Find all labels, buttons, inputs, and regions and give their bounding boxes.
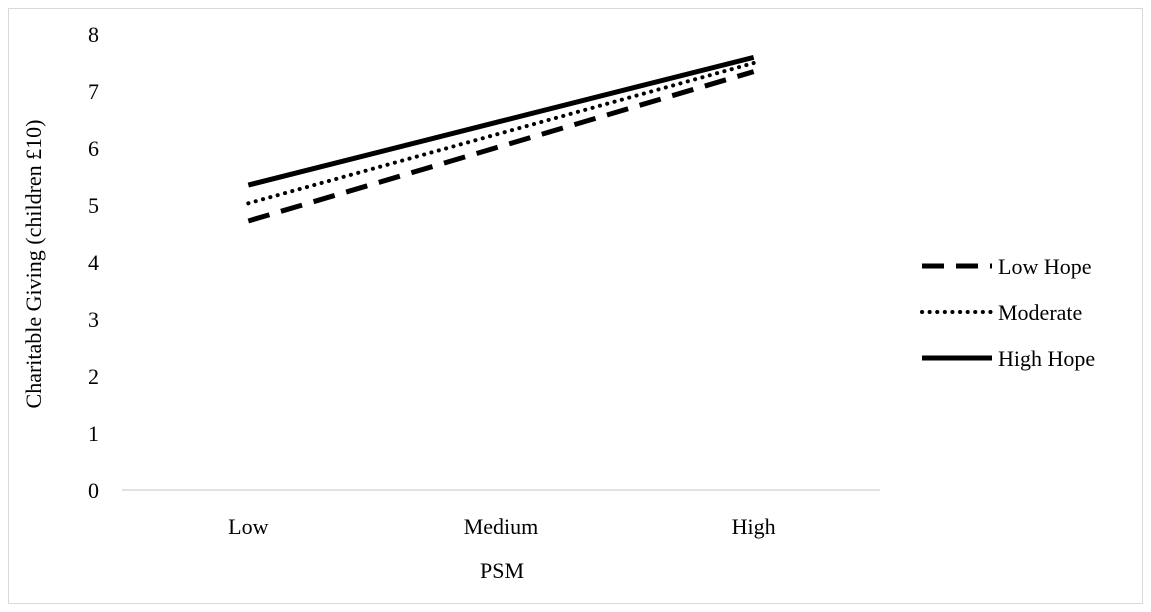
y-tick-label: 7 [88, 79, 99, 104]
legend-label: Low Hope [998, 254, 1091, 279]
y-tick-label: 8 [88, 22, 99, 47]
x-tick-label: High [732, 514, 776, 539]
series-line-high-hope [247, 54, 755, 188]
x-tick-label: Low [228, 514, 268, 539]
y-axis-label: Charitable Giving (children £10) [21, 120, 46, 409]
y-tick-label: 6 [88, 136, 99, 161]
y-tick-label: 4 [88, 250, 99, 275]
y-axis-ticks: 0 1 2 3 4 5 6 7 8 [88, 22, 99, 503]
y-tick-label: 3 [88, 307, 99, 332]
x-axis-ticks: Low Medium High [228, 514, 775, 539]
x-tick-label: Medium [464, 514, 539, 539]
series-line-low-hope [247, 69, 755, 224]
legend-label: Moderate [998, 300, 1082, 325]
y-tick-label: 2 [88, 364, 99, 389]
y-tick-label: 0 [88, 478, 99, 503]
legend-label: High Hope [998, 346, 1095, 371]
y-tick-label: 1 [88, 421, 99, 446]
chart-frame [8, 8, 1143, 604]
x-axis-label: PSM [480, 558, 524, 583]
legend: Low Hope Moderate High Hope [920, 254, 1095, 371]
series-line-moderate [246, 61, 756, 206]
y-tick-label: 5 [88, 193, 99, 218]
series-lines [246, 54, 756, 224]
